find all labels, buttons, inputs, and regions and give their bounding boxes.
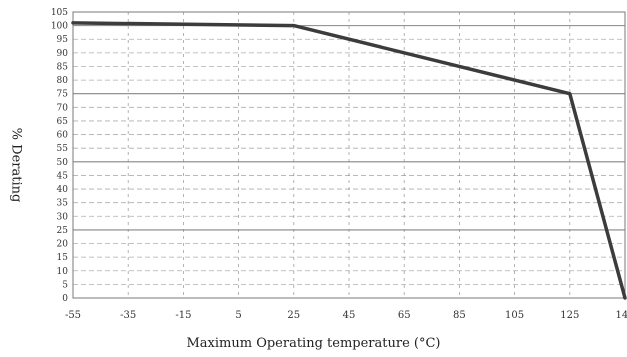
y-tick-label: 25: [57, 226, 69, 236]
y-tick-label: 85: [57, 62, 69, 72]
y-tick-label: 95: [57, 35, 69, 45]
x-tick-label: 105: [505, 310, 524, 321]
y-tick-label: 0: [62, 294, 68, 304]
data-point: [292, 24, 296, 28]
y-tick-label: 75: [57, 90, 69, 100]
y-tick-label: 70: [57, 103, 69, 113]
data-point: [71, 21, 75, 25]
y-tick-label: 40: [57, 185, 69, 195]
y-tick-label: 30: [57, 212, 69, 222]
x-tick-label: -15: [175, 310, 191, 321]
y-tick-label: 15: [57, 253, 69, 263]
data-point: [623, 296, 627, 300]
y-axis-title: % Derating: [8, 127, 24, 203]
y-tick-label: 105: [51, 8, 68, 18]
y-tick-label: 45: [57, 171, 69, 181]
y-tick-label: 100: [51, 22, 68, 32]
y-tick-label: 60: [57, 131, 69, 141]
y-tick-label: 55: [57, 144, 69, 154]
x-axis-title: Maximum Operating temperature (°C): [186, 336, 441, 351]
x-tick-label: -55: [65, 310, 81, 321]
y-tick-label: 35: [57, 199, 69, 209]
y-tick-label: 90: [57, 49, 69, 59]
x-tick-label: 65: [398, 310, 411, 321]
y-tick-label: 80: [57, 76, 69, 86]
y-tick-label: 10: [57, 267, 69, 277]
data-point: [568, 92, 572, 96]
x-tick-label: 125: [560, 310, 579, 321]
x-tick-label: 85: [453, 310, 466, 321]
y-tick-label: 20: [57, 240, 69, 250]
x-tick-label: -35: [120, 310, 136, 321]
x-tick-label: 145: [615, 310, 627, 321]
x-tick-label: 25: [287, 310, 300, 321]
x-tick-label: 5: [235, 310, 241, 321]
derating-line: [71, 21, 627, 300]
x-tick-label: 45: [343, 310, 356, 321]
y-tick-label: 50: [57, 158, 69, 168]
y-tick-label: 65: [57, 117, 69, 127]
y-tick-label: 5: [62, 280, 68, 290]
